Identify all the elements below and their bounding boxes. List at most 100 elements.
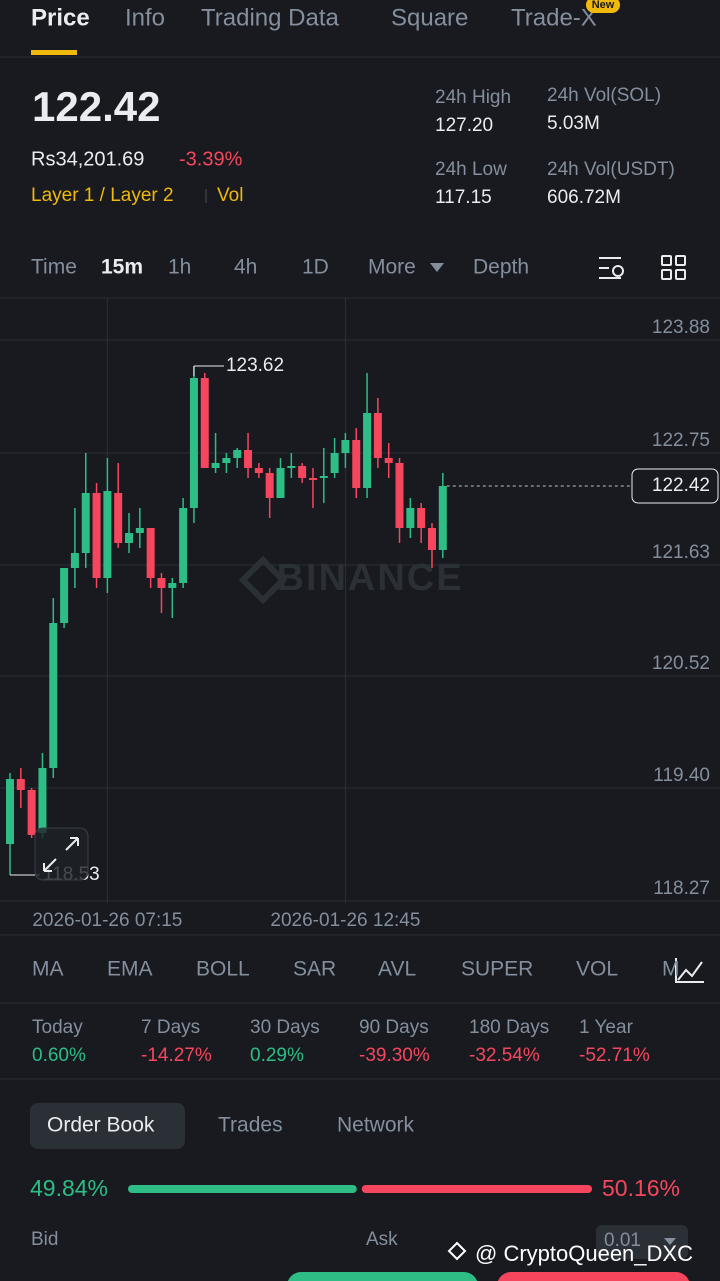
interval[interactable]: More <box>368 256 416 279</box>
indicator[interactable]: AVL <box>378 958 416 981</box>
x-tick-label: 2026-01-26 07:15 <box>32 910 182 931</box>
candle-body <box>363 413 372 488</box>
x-tick-label: 2026-01-26 12:45 <box>270 910 420 931</box>
indicator[interactable]: SAR <box>293 958 336 981</box>
bid-ratio-bar <box>128 1185 357 1193</box>
indicator[interactable]: VOL <box>576 958 618 981</box>
dropdown-arrow <box>430 263 444 272</box>
y-tick-label: 119.40 <box>653 765 710 786</box>
interval[interactable]: 4h <box>234 256 257 279</box>
candle-body <box>27 790 36 835</box>
expand-button[interactable] <box>34 827 89 881</box>
indicator[interactable]: SUPER <box>461 958 533 981</box>
chart: BINANCE 123.88 122.75 121.63 120.52 119.40 118… <box>0 298 720 931</box>
period-value: -14.27% <box>141 1045 212 1066</box>
candle-body <box>417 508 426 528</box>
tab[interactable]: Trading Data <box>201 4 340 31</box>
candle-body <box>189 378 198 508</box>
credit: @ CryptoQueen_DXC <box>475 1241 693 1266</box>
tab[interactable]: Square <box>391 4 468 31</box>
candle-body <box>60 568 69 623</box>
ask-header: Ask <box>366 1229 398 1250</box>
period-value: 0.29% <box>250 1045 304 1066</box>
bid-header: Bid <box>31 1229 58 1250</box>
y-tick-label: 123.88 <box>652 317 710 338</box>
settings-icon[interactable] <box>599 257 621 279</box>
candle-body <box>406 508 415 528</box>
candle-body <box>438 486 447 550</box>
precision-select[interactable] <box>596 1225 688 1259</box>
settings-icon-dot <box>612 265 624 277</box>
candle-body <box>298 466 307 478</box>
tab[interactable]: Price <box>31 4 90 31</box>
last-price: 122.42 <box>32 83 160 130</box>
period-label: 30 Days <box>250 1017 320 1038</box>
book-tab[interactable]: Trades <box>218 1114 283 1137</box>
stat-value: 5.03M <box>547 113 600 134</box>
period-label: Today <box>32 1017 83 1038</box>
tag[interactable]: Layer 1 / Layer 2 <box>31 185 174 206</box>
new-badge: New <box>592 0 615 11</box>
candle-body <box>233 450 242 458</box>
indicator[interactable]: EMA <box>107 958 153 981</box>
candle-body <box>49 623 58 768</box>
candle-body <box>70 553 79 568</box>
precision-value[interactable]: 0.01 <box>604 1230 641 1251</box>
indicator[interactable]: MA <box>32 958 64 981</box>
candle-body <box>341 440 350 453</box>
tab[interactable]: Info <box>125 4 165 31</box>
indicator[interactable]: BOLL <box>196 958 250 981</box>
max-label: 123.62 <box>226 355 284 376</box>
candle-body <box>146 528 155 578</box>
stat-value: 117.15 <box>435 187 492 208</box>
candle-body <box>16 779 25 790</box>
period-value: 0.60% <box>32 1045 86 1066</box>
candle-body <box>168 583 177 588</box>
indicator[interactable]: M <box>662 958 680 981</box>
candle-body <box>244 450 253 468</box>
current-price-box <box>631 468 719 504</box>
candle-body <box>211 463 220 468</box>
interval: Time <box>31 256 77 279</box>
book-tab[interactable]: Network <box>337 1114 415 1137</box>
buy-button[interactable] <box>287 1272 478 1281</box>
layout-icon[interactable] <box>661 255 686 280</box>
max-pointer <box>193 365 224 376</box>
candle-body <box>384 458 393 463</box>
period-value: -39.30% <box>359 1045 430 1066</box>
bid-ratio: 49.84% <box>30 1175 108 1201</box>
interval[interactable]: 1h <box>168 256 191 279</box>
stat-value: 127.20 <box>435 115 493 136</box>
period-value: -32.54% <box>469 1045 540 1066</box>
interval[interactable]: 1D <box>302 256 329 279</box>
y-tick-label: 120.52 <box>652 653 710 674</box>
candle-body <box>352 440 361 488</box>
tab[interactable]: Trade-X <box>511 4 597 31</box>
candle-body <box>395 463 404 528</box>
candle-body <box>330 453 339 473</box>
period-label: 180 Days <box>469 1017 549 1038</box>
period-value: -52.71% <box>579 1045 650 1066</box>
book-tab[interactable]: Order Book <box>47 1114 155 1137</box>
candle-body <box>427 528 436 550</box>
ask-ratio-bar <box>361 1185 592 1193</box>
tag[interactable]: Vol <box>217 185 243 206</box>
candle-body <box>81 493 90 553</box>
indicator-icon[interactable] <box>675 958 704 983</box>
interval[interactable]: 15m <box>101 256 143 279</box>
candle-body <box>222 458 231 463</box>
candle-body <box>373 413 382 458</box>
stat-value: 606.72M <box>547 187 621 208</box>
candle-body <box>114 493 123 543</box>
new-badge-bg <box>586 0 620 13</box>
stat-label: 24h Low <box>435 159 507 180</box>
stat-label: 24h Vol(SOL) <box>547 85 661 106</box>
interval[interactable]: Depth <box>473 256 529 279</box>
candle-body <box>92 493 101 578</box>
candle-body <box>287 466 296 468</box>
candle-body <box>135 528 144 533</box>
candle-body <box>157 578 166 588</box>
sell-button[interactable] <box>497 1272 690 1281</box>
credit-logo <box>447 1241 467 1261</box>
